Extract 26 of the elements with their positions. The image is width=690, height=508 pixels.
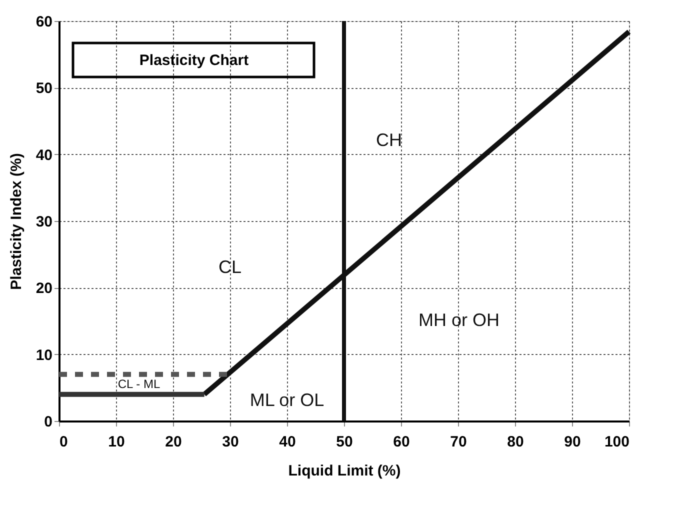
x-tick-label: 100 (604, 434, 630, 450)
annotation: CH (376, 130, 402, 150)
y-tick-label: 40 (36, 146, 52, 164)
annotation: CL - ML (118, 377, 160, 391)
x-tick-label: 80 (507, 434, 524, 450)
annotation: ML or OL (250, 390, 324, 410)
x-tick-label: 0 (60, 434, 68, 450)
x-tick-label: 60 (393, 434, 410, 450)
x-tick-label: 50 (336, 434, 353, 450)
x-axis-title: Liquid Limit (%) (288, 462, 401, 480)
y-tick-label: 30 (36, 214, 52, 230)
x-tick-label: 40 (279, 434, 296, 450)
y-tick-label: 60 (36, 14, 52, 30)
y-tick-label: 10 (36, 346, 52, 364)
x-tick-label: 70 (450, 434, 467, 450)
annotation: MH or OH (418, 310, 500, 330)
text: Plasticity Chart (139, 52, 249, 69)
y-axis-title: Plasticity Index (%) (8, 153, 25, 290)
x-tick-label: 90 (564, 434, 581, 450)
x-tick-label: 20 (165, 434, 182, 450)
y-tick-label: 0 (44, 414, 52, 430)
x-tick-label: 30 (222, 434, 239, 450)
y-tick-label: 20 (36, 280, 52, 298)
y-tick-label: 50 (36, 80, 52, 98)
x-tick-label: 10 (108, 434, 125, 450)
annotation: CL (218, 257, 242, 277)
